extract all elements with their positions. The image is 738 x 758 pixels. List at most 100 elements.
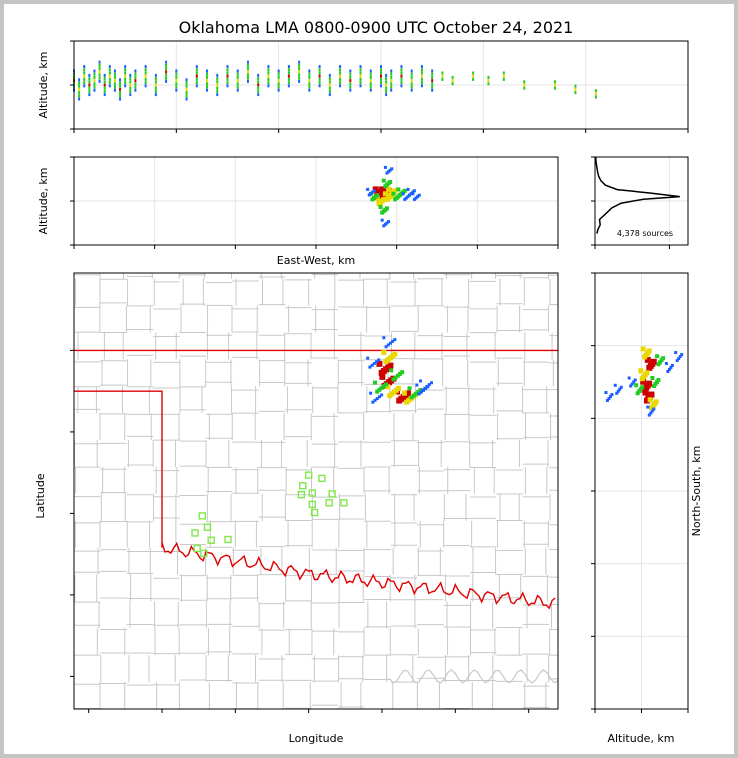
source-density-cell	[652, 407, 656, 411]
source-point	[451, 75, 454, 79]
source-density-cell	[397, 193, 402, 197]
source-point	[431, 88, 434, 92]
source-density-cell	[396, 187, 401, 192]
source-density-cell	[656, 362, 661, 367]
source-point	[380, 84, 382, 88]
source-density-cell	[634, 383, 639, 388]
source-density-cell	[646, 364, 653, 371]
river-line	[388, 669, 558, 684]
station-marker	[308, 489, 317, 497]
source-point	[129, 89, 132, 93]
source-point	[277, 88, 280, 92]
source-point	[349, 72, 352, 76]
source-point	[175, 75, 178, 79]
source-point	[553, 83, 556, 87]
source-point	[154, 93, 157, 97]
source-point	[108, 81, 111, 85]
source-point	[113, 72, 116, 76]
source-density-cell	[411, 192, 415, 196]
source-point	[594, 89, 597, 93]
source-density-cell	[651, 384, 656, 388]
source-density-cell	[411, 393, 416, 398]
source-density-cell	[369, 391, 373, 395]
source-point	[175, 88, 178, 92]
source-density-cell	[380, 210, 385, 215]
source-point	[93, 82, 96, 86]
source-density-cell	[677, 357, 681, 361]
source-point	[129, 77, 132, 81]
source-point	[98, 73, 101, 77]
source-point	[328, 93, 331, 97]
station-marker	[207, 536, 215, 545]
source-point	[206, 79, 209, 83]
source-point	[98, 67, 101, 71]
panel-northsouth-altitude-xlabel: Altitude, km	[607, 732, 674, 745]
source-point	[119, 94, 122, 98]
source-density-cell	[382, 336, 386, 340]
source-point	[119, 78, 122, 82]
source-point	[339, 71, 342, 75]
source-point	[113, 85, 116, 89]
source-point	[226, 71, 229, 75]
source-point	[349, 69, 352, 73]
station-marker	[193, 544, 201, 553]
source-density-cell	[615, 391, 619, 395]
panel-altitude-time-ylabel: Altitude, km	[37, 51, 50, 118]
source-point	[441, 74, 444, 78]
source-point	[318, 74, 321, 78]
source-point	[119, 97, 122, 101]
source-density-cell	[386, 343, 390, 347]
source-point	[400, 77, 403, 81]
source-point	[410, 79, 413, 83]
source-density-cell	[680, 353, 684, 357]
source-point	[349, 82, 352, 86]
station-marker	[299, 482, 307, 490]
source-density-cell	[383, 222, 387, 226]
source-point	[119, 84, 122, 88]
panel-plan-view-xlabel: Longitude	[289, 732, 344, 745]
source-point	[420, 65, 423, 69]
source-point	[267, 74, 270, 78]
source-density-cell	[421, 388, 425, 392]
source-point	[257, 86, 260, 90]
source-density-cell	[629, 384, 633, 388]
source-density-cell	[370, 363, 374, 367]
source-density-cell	[409, 395, 414, 400]
source-point	[380, 74, 382, 78]
source-point	[236, 79, 239, 83]
source-point	[502, 74, 505, 78]
source-point	[88, 73, 91, 77]
source-density-cell	[375, 389, 380, 394]
source-density-cell	[400, 370, 405, 375]
panel-altitude-eastwest: Altitude, km East-West, km	[37, 156, 559, 267]
source-point	[441, 77, 444, 81]
source-point	[267, 65, 270, 69]
source-point	[287, 84, 290, 88]
source-point	[216, 83, 219, 87]
source-density-cell	[418, 388, 423, 393]
source-point	[553, 80, 556, 84]
source-density-cell	[370, 197, 375, 202]
source-point	[359, 81, 362, 85]
source-point	[339, 84, 342, 88]
station-marker	[203, 523, 212, 531]
source-point	[78, 94, 81, 98]
source-point	[236, 88, 239, 92]
source-point	[339, 65, 342, 69]
source-point	[124, 74, 127, 78]
source-point	[226, 81, 229, 85]
source-point	[487, 82, 490, 86]
source-point	[144, 71, 147, 75]
source-point	[502, 77, 505, 81]
source-point	[83, 74, 86, 78]
source-density-cell	[372, 362, 376, 366]
source-density-cell	[393, 338, 397, 342]
source-point	[216, 77, 219, 81]
source-point	[206, 75, 209, 79]
source-point	[236, 72, 239, 76]
station-marker	[328, 490, 336, 498]
source-point	[420, 68, 423, 72]
source-density-cell	[427, 383, 431, 387]
source-point	[410, 88, 413, 92]
source-density-cell	[664, 361, 668, 365]
